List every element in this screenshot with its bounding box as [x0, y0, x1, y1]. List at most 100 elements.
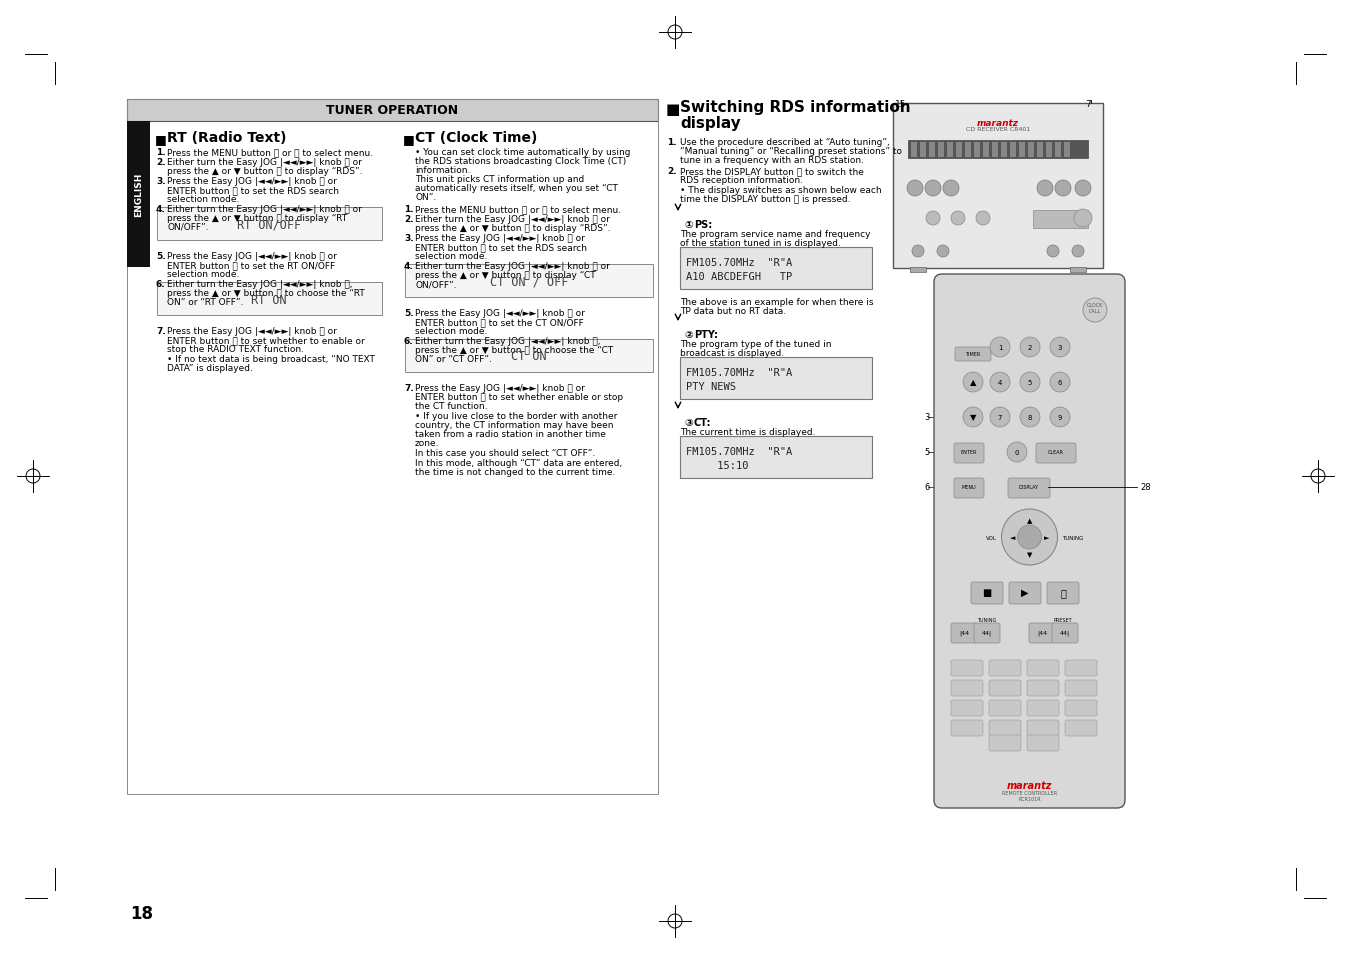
FancyBboxPatch shape	[1065, 660, 1097, 677]
Text: ■: ■	[155, 132, 166, 146]
Text: ①: ①	[684, 220, 693, 230]
Text: |44: |44	[1038, 630, 1047, 635]
Text: CT ON / OFF: CT ON / OFF	[490, 275, 569, 288]
Text: 7.: 7.	[155, 327, 166, 335]
Text: ▲: ▲	[1027, 517, 1032, 523]
FancyBboxPatch shape	[989, 720, 1021, 737]
FancyBboxPatch shape	[951, 623, 977, 643]
FancyBboxPatch shape	[989, 735, 1021, 751]
Text: TP data but no RT data.: TP data but no RT data.	[680, 307, 786, 315]
Text: FM105.70MHz  "R"A: FM105.70MHz "R"A	[686, 447, 792, 456]
Text: • The display switches as shown below each: • The display switches as shown below ea…	[680, 186, 882, 194]
Bar	[1046, 143, 1052, 158]
Text: taken from a radio station in another time: taken from a radio station in another ti…	[415, 430, 605, 438]
Text: PRESET: PRESET	[1054, 618, 1073, 622]
FancyBboxPatch shape	[1065, 680, 1097, 697]
Circle shape	[1084, 298, 1106, 323]
Bar	[992, 143, 998, 158]
Circle shape	[1074, 210, 1092, 228]
FancyBboxPatch shape	[1052, 623, 1078, 643]
Text: 44|: 44|	[1061, 630, 1070, 635]
Text: broadcast is displayed.: broadcast is displayed.	[680, 349, 784, 357]
FancyBboxPatch shape	[1027, 680, 1059, 697]
FancyBboxPatch shape	[955, 348, 992, 361]
Text: 15:10: 15:10	[686, 460, 748, 471]
Bar	[938, 143, 944, 158]
Circle shape	[938, 246, 948, 257]
Text: ■: ■	[666, 102, 681, 117]
Bar	[405, 339, 653, 373]
FancyBboxPatch shape	[989, 680, 1021, 697]
Text: selection mode.: selection mode.	[168, 194, 239, 204]
Text: ▶: ▶	[1021, 587, 1028, 598]
Text: tune in a frequency with an RDS station.: tune in a frequency with an RDS station.	[680, 156, 865, 165]
Text: CLOCK
CALL: CLOCK CALL	[1086, 303, 1104, 314]
Text: CT:: CT:	[694, 417, 712, 428]
Text: PS:: PS:	[694, 220, 712, 230]
Text: RT (Radio Text): RT (Radio Text)	[168, 131, 286, 145]
Text: of the station tuned in is displayed.: of the station tuned in is displayed.	[680, 239, 840, 248]
Text: The above is an example for when there is: The above is an example for when there i…	[680, 297, 874, 307]
Text: TUNER OPERATION: TUNER OPERATION	[327, 105, 458, 117]
Bar	[1019, 143, 1025, 158]
Circle shape	[1050, 408, 1070, 428]
Text: TIMER: TIMER	[966, 351, 981, 356]
Text: ON/OFF”.: ON/OFF”.	[415, 280, 457, 289]
Text: 6.: 6.	[404, 336, 413, 346]
Circle shape	[925, 181, 942, 196]
Text: MENU: MENU	[962, 485, 977, 490]
FancyBboxPatch shape	[1047, 582, 1079, 604]
Bar	[920, 143, 925, 158]
Circle shape	[943, 181, 959, 196]
Bar	[127, 122, 150, 268]
FancyBboxPatch shape	[1008, 478, 1050, 498]
Text: 1.: 1.	[404, 205, 413, 213]
Bar	[929, 143, 935, 158]
Text: ENTER button ⓤ to set the RDS search: ENTER button ⓤ to set the RDS search	[168, 186, 339, 194]
Circle shape	[1020, 337, 1040, 357]
Text: ON” or “CT OFF”.: ON” or “CT OFF”.	[415, 355, 492, 364]
Text: ③: ③	[684, 417, 693, 428]
Text: ②: ②	[684, 330, 693, 339]
FancyBboxPatch shape	[951, 720, 984, 737]
Bar	[680, 248, 871, 290]
Text: press the ▲ or ▼ button ⓢ to display “RDS”.: press the ▲ or ▼ button ⓢ to display “RD…	[168, 167, 362, 175]
Text: 6: 6	[924, 483, 929, 492]
Text: PTY NEWS: PTY NEWS	[686, 381, 736, 392]
FancyBboxPatch shape	[951, 680, 984, 697]
Circle shape	[907, 181, 923, 196]
Circle shape	[1020, 373, 1040, 393]
Text: 3: 3	[1058, 345, 1062, 351]
Text: Press the Easy JOG |◄◄/►►| knob ⓔ or: Press the Easy JOG |◄◄/►►| knob ⓔ or	[415, 309, 585, 317]
Text: Either turn the Easy JOG |◄◄/►►| knob ⓔ,: Either turn the Easy JOG |◄◄/►►| knob ⓔ,	[168, 280, 353, 289]
Text: marantz: marantz	[977, 119, 1019, 128]
Text: the RDS stations broadcasting Clock Time (CT): the RDS stations broadcasting Clock Time…	[415, 157, 627, 166]
FancyBboxPatch shape	[971, 582, 1002, 604]
Text: stop the RADIO TEXT function.: stop the RADIO TEXT function.	[168, 345, 304, 354]
Text: zone.: zone.	[415, 438, 439, 448]
Text: ENTER button ⓤ to set the CT ON/OFF: ENTER button ⓤ to set the CT ON/OFF	[415, 317, 584, 327]
Circle shape	[1006, 442, 1027, 462]
Bar	[157, 283, 382, 315]
Text: the CT function.: the CT function.	[415, 401, 488, 411]
Circle shape	[1075, 181, 1092, 196]
Text: 3: 3	[924, 413, 929, 422]
FancyBboxPatch shape	[934, 274, 1125, 808]
Text: ►: ►	[1043, 535, 1048, 540]
Bar	[1001, 143, 1006, 158]
Text: FM105.70MHz  "R"A: FM105.70MHz "R"A	[686, 257, 792, 268]
Text: 2.: 2.	[404, 214, 413, 224]
Text: 6.: 6.	[155, 280, 166, 289]
Text: ENTER: ENTER	[961, 450, 977, 455]
Text: time the DISPLAY button ⓜ is pressed.: time the DISPLAY button ⓜ is pressed.	[680, 194, 851, 204]
Text: Either turn the Easy JOG |◄◄/►►| knob ⓔ or: Either turn the Easy JOG |◄◄/►►| knob ⓔ …	[168, 205, 362, 213]
Text: ▲: ▲	[970, 378, 977, 387]
Circle shape	[1050, 337, 1070, 357]
Text: In this mode, although “CT” data are entered,: In this mode, although “CT” data are ent…	[415, 458, 623, 468]
Text: 3.: 3.	[404, 233, 413, 243]
Text: 5: 5	[924, 448, 929, 457]
FancyBboxPatch shape	[974, 623, 1000, 643]
Circle shape	[912, 246, 924, 257]
Text: ON/OFF”.: ON/OFF”.	[168, 223, 208, 232]
Text: In this case you should select “CT OFF”.: In this case you should select “CT OFF”.	[415, 449, 596, 457]
